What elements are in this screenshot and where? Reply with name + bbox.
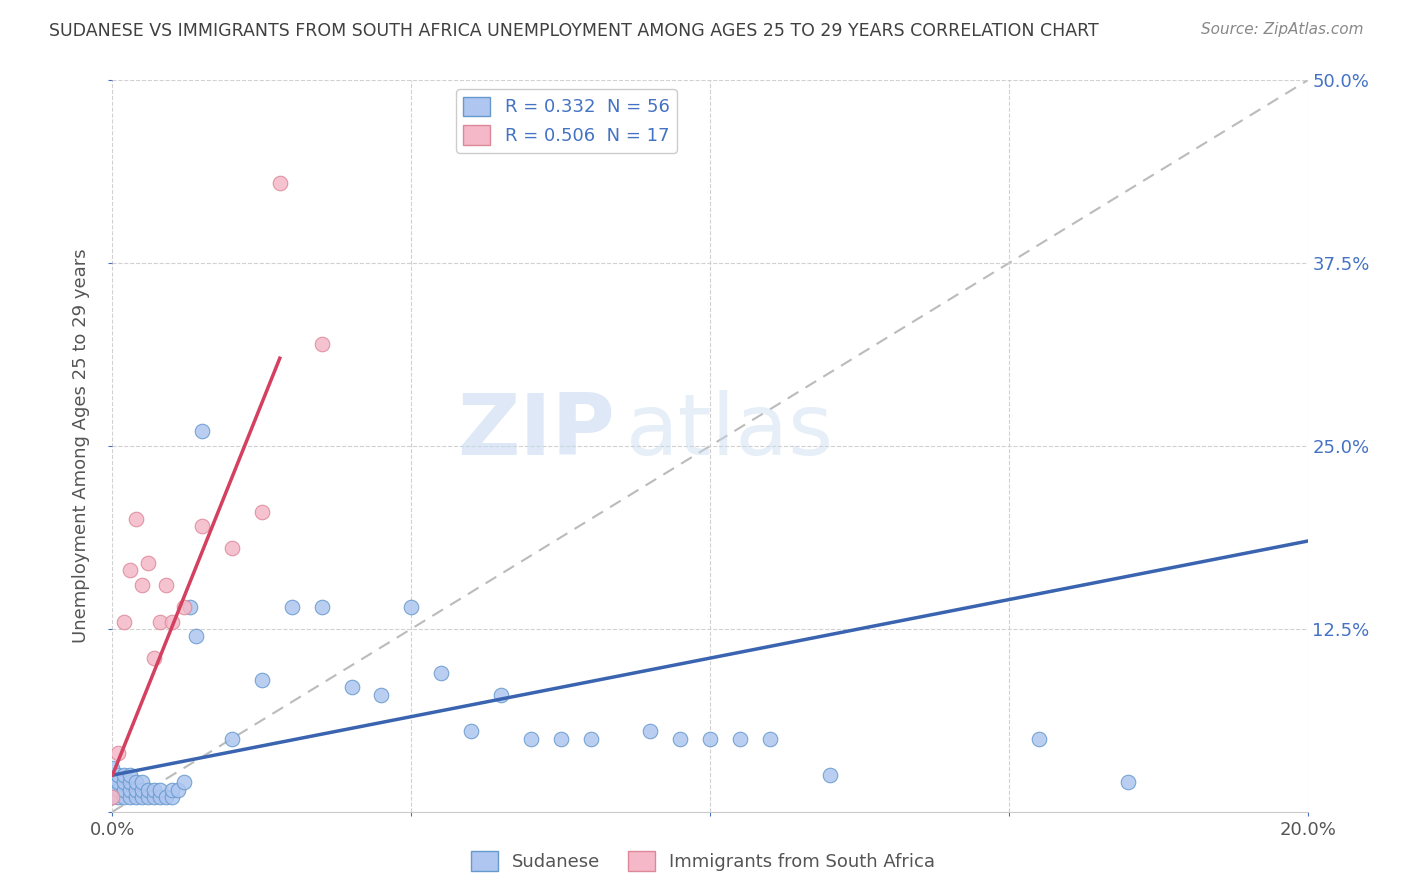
Point — [149, 790, 172, 805]
Point — [221, 541, 243, 556]
Point — [114, 615, 135, 629]
Point — [131, 578, 153, 592]
Text: Source: ZipAtlas.com: Source: ZipAtlas.com — [1201, 22, 1364, 37]
Point — [155, 790, 177, 805]
Text: atlas: atlas — [627, 390, 834, 473]
Point — [1118, 775, 1140, 789]
Point — [759, 731, 782, 746]
Point — [191, 425, 214, 439]
Text: ZIP: ZIP — [457, 390, 614, 473]
Point — [138, 782, 160, 797]
Point — [114, 768, 135, 782]
Point — [143, 782, 166, 797]
Point — [120, 768, 142, 782]
Point — [460, 724, 482, 739]
Point — [579, 731, 602, 746]
Point — [728, 731, 751, 746]
Point — [269, 176, 291, 190]
Point — [125, 512, 148, 526]
Point — [173, 599, 195, 614]
Point — [107, 775, 129, 789]
Point — [191, 519, 214, 533]
Point — [114, 790, 135, 805]
Point — [125, 782, 148, 797]
Point — [281, 599, 304, 614]
Point — [114, 775, 135, 789]
Point — [311, 599, 333, 614]
Point — [101, 761, 124, 775]
Point — [138, 556, 160, 570]
Point — [640, 724, 662, 739]
Point — [250, 673, 273, 687]
Point — [125, 790, 148, 805]
Point — [101, 790, 124, 805]
Text: SUDANESE VS IMMIGRANTS FROM SOUTH AFRICA UNEMPLOYMENT AMONG AGES 25 TO 29 YEARS : SUDANESE VS IMMIGRANTS FROM SOUTH AFRICA… — [49, 22, 1099, 40]
Point — [131, 790, 153, 805]
Point — [401, 599, 423, 614]
Point — [162, 782, 183, 797]
Point — [520, 731, 543, 746]
Point — [162, 615, 183, 629]
Point — [489, 688, 512, 702]
Point — [120, 775, 142, 789]
Point — [149, 615, 172, 629]
Point — [818, 768, 841, 782]
Point — [340, 681, 363, 695]
Legend: Sudanese, Immigrants from South Africa: Sudanese, Immigrants from South Africa — [464, 844, 942, 879]
Point — [114, 782, 135, 797]
Point — [250, 505, 273, 519]
Point — [101, 775, 124, 789]
Point — [125, 775, 148, 789]
Point — [699, 731, 721, 746]
Point — [430, 665, 453, 680]
Point — [107, 746, 129, 760]
Point — [143, 790, 166, 805]
Point — [107, 782, 129, 797]
Point — [370, 688, 392, 702]
Point — [311, 336, 333, 351]
Point — [669, 731, 692, 746]
Point — [131, 775, 153, 789]
Point — [186, 629, 208, 643]
Point — [155, 578, 177, 592]
Point — [143, 651, 166, 665]
Point — [550, 731, 572, 746]
Point — [120, 563, 142, 577]
Y-axis label: Unemployment Among Ages 25 to 29 years: Unemployment Among Ages 25 to 29 years — [72, 249, 90, 643]
Point — [131, 782, 153, 797]
Point — [120, 790, 142, 805]
Point — [179, 599, 201, 614]
Point — [107, 768, 129, 782]
Legend: R = 0.332  N = 56, R = 0.506  N = 17: R = 0.332 N = 56, R = 0.506 N = 17 — [456, 89, 678, 153]
Point — [221, 731, 243, 746]
Point — [162, 790, 183, 805]
Point — [173, 775, 195, 789]
Point — [149, 782, 172, 797]
Point — [107, 790, 129, 805]
Point — [120, 782, 142, 797]
Point — [101, 790, 124, 805]
Point — [1028, 731, 1050, 746]
Point — [167, 782, 190, 797]
Point — [138, 790, 160, 805]
